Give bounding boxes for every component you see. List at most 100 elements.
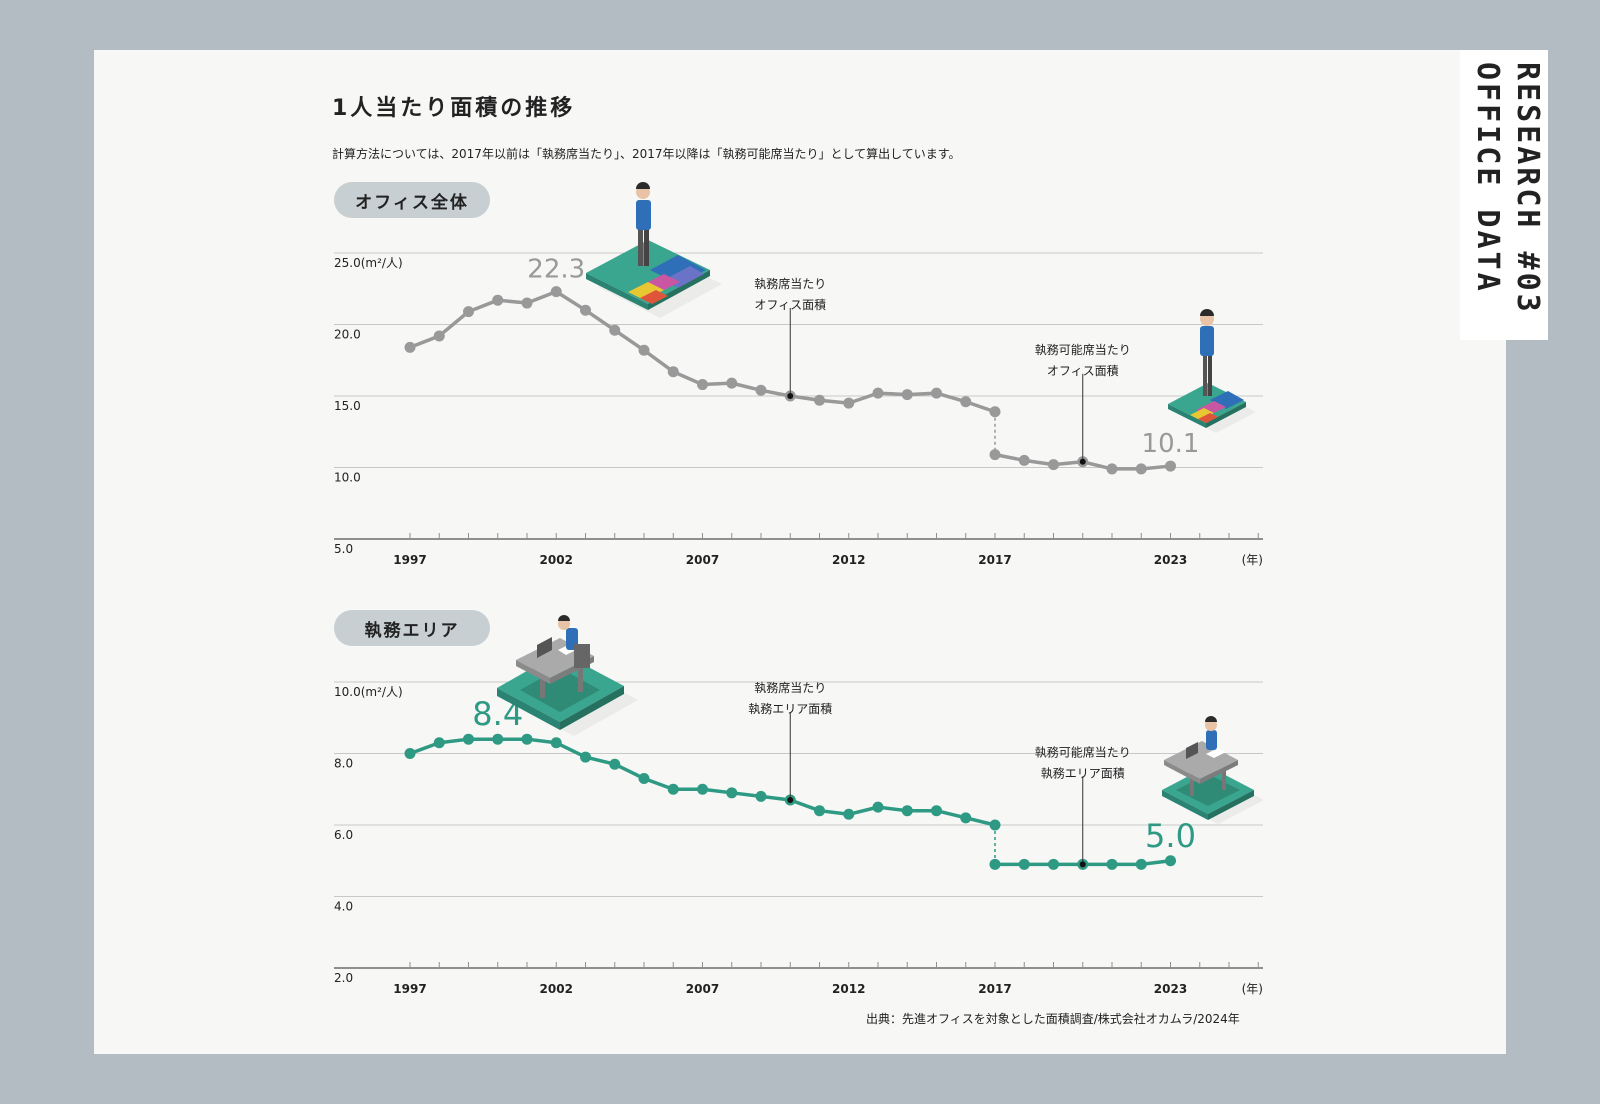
annotation-dot — [787, 393, 794, 399]
data-point — [697, 783, 708, 795]
person-standing-small-tile-icon — [1168, 309, 1256, 433]
data-point — [433, 330, 445, 342]
annotation-label: 執務席当たり — [754, 276, 826, 291]
annotation-dot — [1079, 861, 1086, 868]
x-tick-label: 2012 — [832, 553, 865, 567]
data-point — [667, 366, 679, 378]
data-point — [872, 387, 884, 399]
annotation-label: 執務エリア面積 — [748, 701, 832, 716]
y-tick-label: 8.0 — [334, 757, 353, 771]
y-unit-label: (m²/人) — [361, 256, 403, 270]
data-point — [609, 758, 621, 770]
data-point — [1018, 858, 1030, 870]
data-point — [1135, 858, 1147, 870]
data-point — [989, 449, 1001, 461]
data-point — [843, 397, 855, 409]
person-standing-tile-icon — [586, 182, 722, 318]
annotation-dot — [787, 796, 794, 803]
x-tick-label: 2002 — [540, 553, 573, 567]
data-point — [960, 396, 972, 408]
data-point — [521, 297, 533, 309]
data-point — [989, 819, 1001, 831]
data-point — [492, 733, 504, 745]
data-point — [667, 783, 679, 795]
data-point — [1106, 463, 1118, 475]
data-point — [960, 812, 972, 824]
annotation-label: オフィス面積 — [1047, 363, 1119, 378]
data-point — [1135, 463, 1147, 475]
data-point — [404, 341, 416, 353]
x-tick-label: 2017 — [978, 982, 1011, 996]
x-tick-label: 2002 — [540, 982, 573, 996]
data-point — [521, 733, 533, 745]
y-tick-label: 4.0 — [334, 900, 353, 914]
y-unit-label: (m²/人) — [361, 685, 403, 699]
data-point — [433, 737, 445, 749]
data-point — [901, 805, 913, 817]
annotation-label: 執務可能席当たり — [1035, 342, 1131, 357]
calculation-note: 計算方法については、2017年以前は「執務席当たり」、2017年以降は「執務可能… — [332, 147, 961, 161]
data-point — [931, 387, 942, 399]
x-tick-label: 2017 — [978, 553, 1011, 567]
x-tick-label: 2007 — [686, 553, 719, 567]
side-label-research: RESEARCH #03 — [1510, 62, 1545, 315]
data-point — [697, 379, 708, 391]
data-point — [609, 324, 621, 336]
data-point — [580, 304, 591, 316]
annotation-label: 執務席当たり — [754, 680, 826, 695]
data-point — [931, 805, 942, 817]
x-tick-label: 1997 — [393, 982, 426, 996]
x-tick-label: 2023 — [1154, 982, 1187, 996]
x-tick-label: 2012 — [832, 982, 865, 996]
section-label-work-area: 執務エリア — [334, 610, 490, 646]
data-point — [843, 808, 855, 820]
data-point — [492, 294, 504, 306]
data-point — [1018, 454, 1030, 466]
person-at-desk-icon — [497, 615, 638, 736]
y-tick-label: 10.0(m²/人) — [334, 685, 403, 699]
data-point — [638, 773, 650, 785]
data-point — [726, 787, 738, 799]
y-tick-label: 5.0 — [334, 542, 353, 556]
y-tick-label: 2.0 — [334, 971, 353, 985]
data-point — [1048, 858, 1059, 870]
data-point — [989, 858, 1001, 870]
annotation-label: 執務エリア面積 — [1041, 765, 1125, 780]
x-tick-label: 2007 — [686, 982, 719, 996]
data-point — [726, 377, 738, 389]
highlight-value-label: 5.0 — [1145, 817, 1196, 855]
data-point — [1106, 858, 1118, 870]
x-unit-label: (年) — [1242, 553, 1263, 567]
section-label-office-total: オフィス全体 — [334, 182, 490, 218]
data-point — [814, 805, 825, 817]
y-tick-label: 20.0 — [334, 328, 361, 342]
highlight-value-label: 10.1 — [1142, 429, 1200, 459]
annotation-label: オフィス面積 — [754, 297, 826, 312]
data-point — [814, 394, 825, 406]
data-point — [580, 751, 591, 763]
side-label-office-data: OFFICE DATA — [1470, 62, 1505, 294]
data-point — [1165, 460, 1176, 472]
page-title: 1人当たり面積の推移 — [332, 96, 576, 121]
y-tick-label: 25.0(m²/人) — [334, 256, 403, 270]
x-unit-label: (年) — [1242, 982, 1263, 996]
data-point — [550, 737, 562, 749]
y-tick-label: 15.0 — [334, 399, 361, 413]
data-point — [989, 406, 1001, 418]
data-point — [1048, 459, 1059, 471]
data-point — [755, 790, 767, 802]
data-point — [1165, 855, 1176, 867]
x-tick-label: 2023 — [1154, 553, 1187, 567]
annotation-label: 執務可能席当たり — [1035, 744, 1131, 759]
highlight-value-label: 22.3 — [527, 255, 585, 285]
data-point — [755, 384, 767, 396]
data-point — [638, 344, 650, 356]
source-note: 出典：先進オフィスを対象とした面積調査/株式会社オカムラ/2024年 — [866, 1012, 1240, 1026]
x-tick-label: 1997 — [393, 553, 426, 567]
content-card — [94, 50, 1506, 1054]
data-point — [463, 306, 474, 318]
annotation-dot — [1079, 458, 1086, 465]
